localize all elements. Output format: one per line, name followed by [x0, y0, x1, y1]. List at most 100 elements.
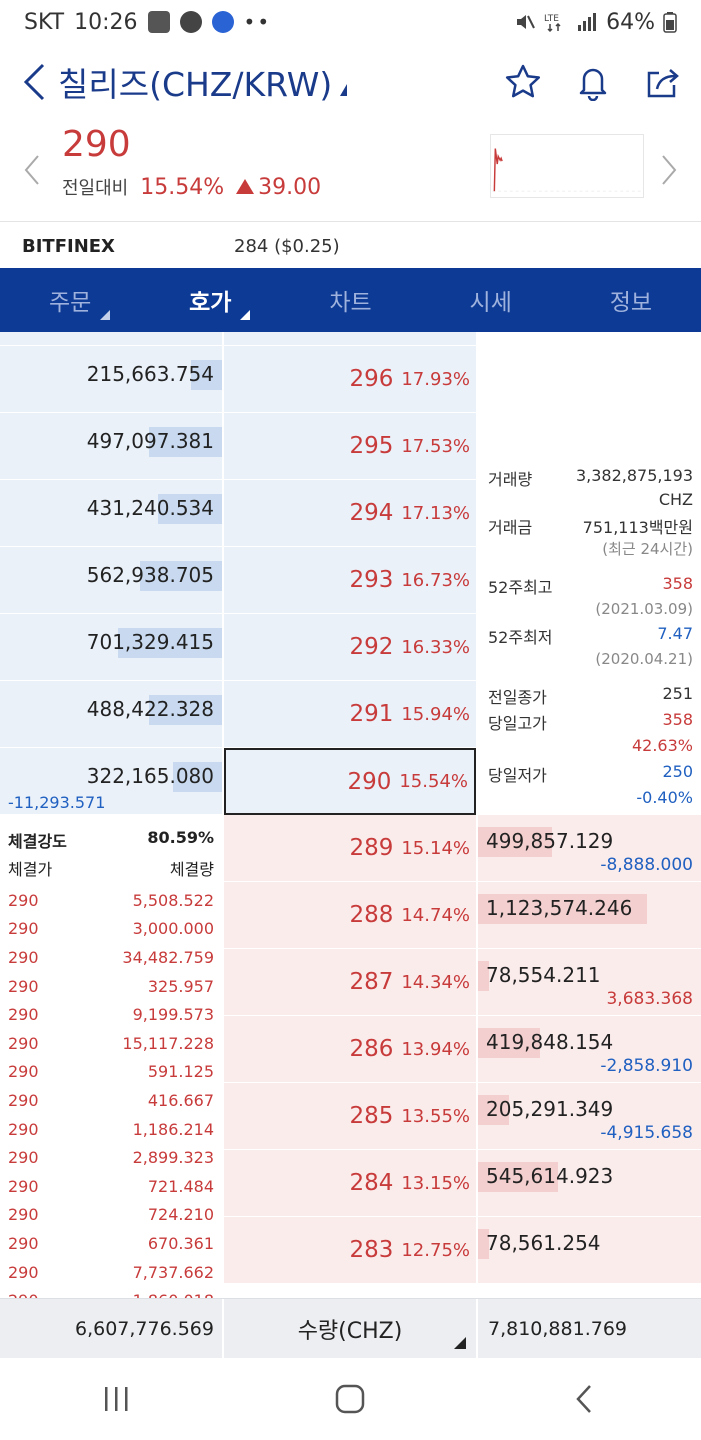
up-triangle-icon: [236, 179, 255, 194]
trade-row: 290 34,482.759: [0, 943, 222, 972]
trade-row: 290 2,899.323: [0, 1143, 222, 1172]
bid-price-row[interactable]: 288 14.74%: [224, 882, 476, 949]
ask-row[interactable]: 431,240.534: [0, 480, 222, 547]
bid-price-row[interactable]: 283 12.75%: [224, 1217, 476, 1284]
trade-row: 290 416.667: [0, 1086, 222, 1115]
bid-price-row[interactable]: 285 13.55%: [224, 1083, 476, 1150]
tab-info[interactable]: 정보: [561, 268, 701, 332]
bid-price-row[interactable]: 286 13.94%: [224, 1016, 476, 1083]
exchange-name: BITFINEX: [22, 235, 115, 257]
ask-price-percent: 17.53%: [401, 435, 470, 457]
bid-price-row[interactable]: 289 15.14%: [224, 815, 476, 882]
trade-qty: 9,199.573: [132, 1005, 214, 1025]
low52-label: 52주최저: [488, 628, 553, 647]
bid-row[interactable]: 499,857.129 -8,888.000: [478, 815, 701, 882]
trade-row: 290 5,508.522: [0, 886, 222, 915]
ask-price: 290: [347, 768, 392, 795]
tab-quotes[interactable]: 시세: [421, 268, 561, 332]
ask-price-row[interactable]: 294 17.13%: [224, 480, 476, 547]
trade-qty: 34,482.759: [122, 947, 214, 967]
bid-row[interactable]: 78,554.211 3,683.368: [478, 949, 701, 1016]
ask-row[interactable]: 701,329.415: [0, 614, 222, 681]
ask-price-row[interactable]: 293 16.73%: [224, 547, 476, 614]
ask-row[interactable]: 497,097.381: [0, 413, 222, 480]
bid-quantity-column: 499,857.129 -8,888.000 1,123,574.246 78,554…: [478, 332, 701, 1284]
signal-icon: [578, 13, 597, 31]
trade-price: 290: [8, 1005, 39, 1025]
bid-row[interactable]: 1,123,574.246: [478, 882, 701, 949]
battery-icon: [663, 12, 677, 33]
diff-percent: 15.54%: [140, 175, 225, 200]
bid-price-row[interactable]: 284 13.15%: [224, 1150, 476, 1217]
unit-selector[interactable]: 수량(CHZ): [222, 1298, 478, 1359]
price-top-strip: [224, 332, 476, 346]
trade-price: 290: [8, 1176, 39, 1196]
bid-row[interactable]: 545,614.923: [478, 1150, 701, 1217]
bid-volume-bar: [478, 1229, 489, 1259]
bid-price-percent: 15.14%: [401, 837, 470, 859]
trade-qty: 721.484: [147, 1176, 214, 1196]
trade-qty: 724.210: [147, 1205, 214, 1225]
bid-price: 283: [349, 1237, 394, 1263]
ask-quantity: 497,097.381: [86, 429, 214, 453]
ask-price-row[interactable]: 296 17.93%: [224, 346, 476, 413]
ask-quantity: 431,240.534: [86, 496, 214, 520]
ask-volume-bar: [173, 762, 222, 792]
page-title[interactable]: 칠리즈(CHZ/KRW): [58, 65, 333, 104]
tab-order[interactable]: 주문: [0, 268, 140, 332]
ask-price: 296: [349, 366, 394, 392]
prev-coin-icon[interactable]: [22, 150, 42, 190]
bell-icon[interactable]: [573, 62, 613, 102]
trade-row: 290 1,186.214: [0, 1115, 222, 1144]
trade-price: 290: [8, 1262, 39, 1282]
favorite-star-icon[interactable]: [503, 62, 543, 102]
tab-order-caret-icon: [100, 310, 111, 320]
trade-row: 290 15,117.228: [0, 1029, 222, 1058]
recent-apps-icon[interactable]: [87, 1369, 147, 1429]
day-high-pct: 42.63%: [631, 736, 693, 755]
unit-label: 수량(CHZ): [297, 1318, 403, 1344]
day-high-label: 당일고가: [488, 714, 547, 733]
ask-row[interactable]: 215,663.754: [0, 346, 222, 413]
status-bar: SKT 10:26 •• LTE 64%: [0, 0, 701, 44]
trade-price-header: 체결가: [8, 860, 53, 879]
ask-row[interactable]: 322,165.080 -11,293.571: [0, 748, 222, 815]
ask-price-row[interactable]: 295 17.53%: [224, 413, 476, 480]
trade-price: 290: [8, 947, 39, 967]
bid-price-percent: 13.15%: [401, 1172, 470, 1194]
amount-value: 751,113백만원: [582, 518, 693, 537]
svg-text:LTE: LTE: [544, 14, 559, 24]
clock: 10:26: [74, 9, 138, 35]
trade-row: 290 670.361: [0, 1229, 222, 1258]
next-coin-icon[interactable]: [659, 150, 679, 190]
ask-price-row[interactable]: 292 16.33%: [224, 614, 476, 681]
high52-label: 52주최고: [488, 578, 553, 597]
bid-row[interactable]: 78,561.254: [478, 1217, 701, 1284]
title-dropdown-icon[interactable]: [340, 84, 348, 96]
bid-row[interactable]: 419,848.154 -2,858.910: [478, 1016, 701, 1083]
price-summary: 290 전일대비 15.54% 39.00: [0, 118, 701, 222]
bid-volume-bar: [478, 1028, 540, 1058]
bid-row[interactable]: 205,291.349 -4,915.658: [478, 1083, 701, 1150]
back-icon[interactable]: [14, 57, 54, 107]
trade-price: 290: [8, 919, 39, 939]
back-nav-icon[interactable]: [554, 1369, 614, 1429]
tab-orderbook[interactable]: 호가: [140, 268, 280, 332]
trade-price: 290: [8, 890, 39, 910]
share-icon[interactable]: [643, 62, 683, 102]
ask-change: -11,293.571: [8, 793, 106, 812]
prev-close-label: 전일종가: [488, 688, 547, 707]
prev-close-value: 251: [662, 684, 693, 703]
ask-row[interactable]: 562,938.705: [0, 547, 222, 614]
mini-price-chart[interactable]: [490, 134, 644, 198]
exchange-reference: BITFINEX 284 ($0.25): [0, 224, 701, 268]
ask-row[interactable]: 488,422.328: [0, 681, 222, 748]
amount-note: (최근 24시간): [602, 540, 693, 558]
bid-price-percent: 12.75%: [401, 1239, 470, 1261]
ask-price-row[interactable]: 291 15.94%: [224, 681, 476, 748]
current-price-row[interactable]: 290 15.54%: [224, 748, 476, 815]
home-icon[interactable]: [320, 1369, 380, 1429]
bid-price-row[interactable]: 287 14.34%: [224, 949, 476, 1016]
bid-volume-bar: [478, 961, 489, 991]
tab-chart[interactable]: 차트: [280, 268, 420, 332]
